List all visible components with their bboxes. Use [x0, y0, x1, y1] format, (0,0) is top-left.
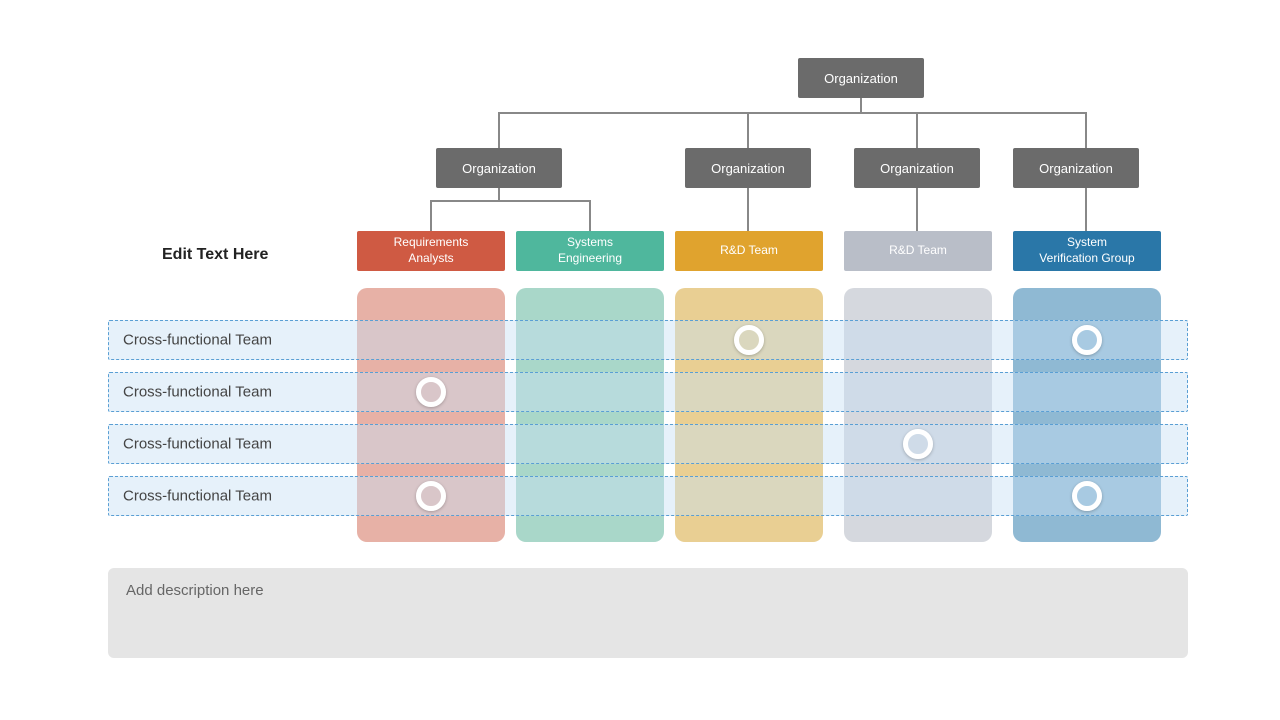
- connector: [498, 112, 1087, 114]
- connector: [747, 188, 749, 231]
- membership-marker-icon: [416, 481, 446, 511]
- team-header-label: R&D Team: [720, 243, 778, 259]
- cross-functional-row: Cross-functional Team: [108, 424, 1188, 464]
- cross-row-label: Cross-functional Team: [123, 332, 272, 349]
- cross-row-label: Cross-functional Team: [123, 436, 272, 453]
- connector: [1085, 188, 1087, 231]
- cross-row-label: Cross-functional Team: [123, 488, 272, 505]
- team-header: RequirementsAnalysts: [357, 231, 505, 271]
- membership-marker-icon: [416, 377, 446, 407]
- connector: [430, 200, 591, 202]
- connector: [430, 200, 432, 231]
- edit-text-content: Edit Text Here: [162, 246, 268, 263]
- team-header-label: RequirementsAnalysts: [394, 235, 469, 266]
- team-header: R&D Team: [844, 231, 992, 271]
- org-level2-box: Organization: [1013, 148, 1139, 188]
- connector: [498, 188, 500, 200]
- cross-row-label: Cross-functional Team: [123, 384, 272, 401]
- team-header-label: SystemVerification Group: [1039, 235, 1134, 266]
- connector: [1085, 112, 1087, 148]
- team-header: SystemVerification Group: [1013, 231, 1161, 271]
- org-level2-label: Organization: [1039, 161, 1113, 176]
- membership-marker-icon: [1072, 481, 1102, 511]
- membership-marker-icon: [903, 429, 933, 459]
- cross-functional-row: Cross-functional Team: [108, 476, 1188, 516]
- description-text: Add description here: [126, 582, 264, 599]
- membership-marker-icon: [734, 325, 764, 355]
- connector: [860, 98, 862, 112]
- description-box[interactable]: Add description here: [108, 568, 1188, 658]
- connector: [498, 112, 500, 148]
- cross-functional-row: Cross-functional Team: [108, 372, 1188, 412]
- connector: [589, 200, 591, 231]
- membership-marker-icon: [1072, 325, 1102, 355]
- connector: [916, 188, 918, 231]
- org-level2-label: Organization: [711, 161, 785, 176]
- team-header-label: R&D Team: [889, 243, 947, 259]
- connector: [747, 112, 749, 148]
- team-header: SystemsEngineering: [516, 231, 664, 271]
- edit-text-label[interactable]: Edit Text Here: [162, 246, 268, 264]
- org-top-label: Organization: [824, 71, 898, 86]
- org-level2-box: Organization: [436, 148, 562, 188]
- org-level2-label: Organization: [880, 161, 954, 176]
- connector: [916, 112, 918, 148]
- org-level2-box: Organization: [685, 148, 811, 188]
- org-level2-box: Organization: [854, 148, 980, 188]
- team-header-label: SystemsEngineering: [558, 235, 622, 266]
- team-header: R&D Team: [675, 231, 823, 271]
- org-level2-label: Organization: [462, 161, 536, 176]
- cross-functional-row: Cross-functional Team: [108, 320, 1188, 360]
- org-top-box: Organization: [798, 58, 924, 98]
